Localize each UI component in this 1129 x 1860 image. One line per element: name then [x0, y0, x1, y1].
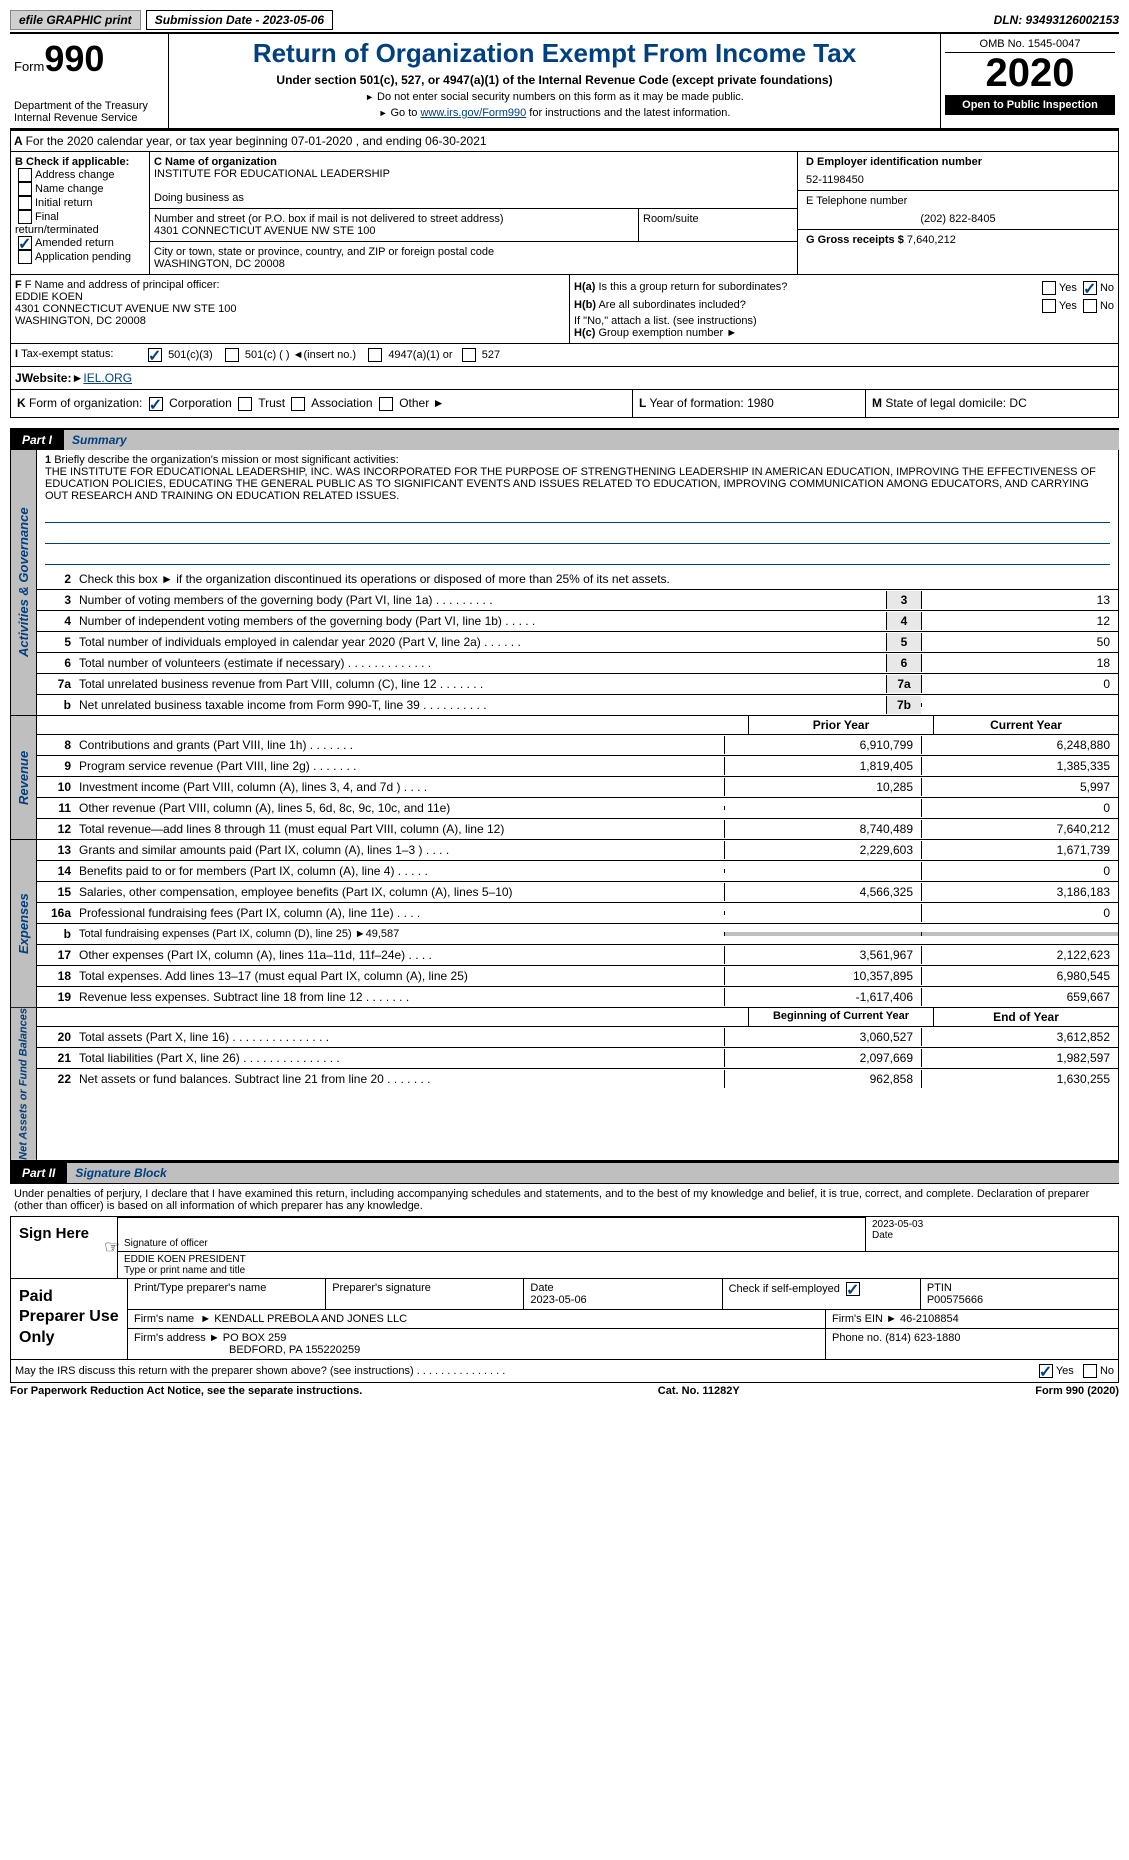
- inspection-label: Open to Public Inspection: [945, 95, 1115, 115]
- officer-city: WASHINGTON, DC 20008: [15, 315, 565, 327]
- org-name: INSTITUTE FOR EDUCATIONAL LEADERSHIP: [154, 168, 793, 180]
- part2-title: Signature Block: [67, 1163, 1119, 1183]
- header-left: Form990 Department of the Treasury Inter…: [10, 34, 169, 128]
- discuss-row: May the IRS discuss this return with the…: [10, 1360, 1119, 1383]
- section-j: J Website: ► IEL.ORG: [10, 367, 1119, 390]
- side-label-activities: Activities & Governance: [11, 450, 37, 715]
- k-other[interactable]: [379, 397, 393, 411]
- discuss-no[interactable]: [1083, 1364, 1097, 1378]
- section-b-c-d: B Check if applicable: Address change Na…: [10, 152, 1119, 275]
- part1-label: Part I: [10, 430, 64, 450]
- check-final-return[interactable]: [18, 210, 32, 224]
- ein: 52-1198450: [806, 174, 1110, 186]
- part1-title: Summary: [64, 430, 1119, 450]
- activities-grid: Activities & Governance 1 Briefly descri…: [10, 450, 1119, 716]
- officer-name: EDDIE KOEN: [15, 291, 565, 303]
- k-corp[interactable]: [149, 397, 163, 411]
- tel-label: E Telephone number: [806, 195, 1110, 207]
- website-link[interactable]: IEL.ORG: [83, 371, 132, 385]
- i-501c[interactable]: [225, 348, 239, 362]
- i-527[interactable]: [462, 348, 476, 362]
- dln: DLN: 93493126002153: [994, 13, 1119, 27]
- col-c: C Name of organization INSTITUTE FOR EDU…: [150, 152, 798, 274]
- footer: For Paperwork Reduction Act Notice, see …: [10, 1383, 1119, 1397]
- i-501c3[interactable]: [148, 348, 162, 362]
- irs-link[interactable]: www.irs.gov/Form990: [420, 107, 526, 119]
- header-center: Return of Organization Exempt From Incom…: [169, 34, 940, 128]
- discuss-yes[interactable]: [1039, 1364, 1053, 1378]
- footer-left: For Paperwork Reduction Act Notice, see …: [10, 1385, 362, 1397]
- i-4947[interactable]: [368, 348, 382, 362]
- ha-no[interactable]: [1083, 281, 1097, 295]
- part2-header: Part II Signature Block: [10, 1161, 1119, 1183]
- netassets-grid: Net Assets or Fund Balances Beginning of…: [10, 1008, 1119, 1161]
- check-initial-return[interactable]: [18, 196, 32, 210]
- col-b-header: B Check if applicable:: [15, 156, 145, 168]
- section-k-l-m: K Form of organization: Corporation Trus…: [10, 390, 1119, 418]
- part2-label: Part II: [10, 1163, 67, 1183]
- hb-yes[interactable]: [1042, 299, 1056, 313]
- telephone: (202) 822-8405: [806, 213, 1110, 225]
- dept: Department of the Treasury: [14, 100, 164, 112]
- efile-button[interactable]: efile GRAPHIC print: [10, 10, 141, 30]
- form-title: Return of Organization Exempt From Incom…: [173, 38, 936, 69]
- addr-label: Number and street (or P.O. box if mail i…: [154, 213, 634, 225]
- preparer-block: Paid Preparer Use Only Print/Type prepar…: [10, 1279, 1119, 1360]
- org-address: 4301 CONNECTICUT AVENUE NW STE 100: [154, 225, 634, 237]
- form-number: 990: [44, 38, 104, 79]
- header: Form990 Department of the Treasury Inter…: [10, 32, 1119, 130]
- top-bar: efile GRAPHIC print Submission Date - 20…: [10, 10, 1119, 30]
- self-employed-check[interactable]: [846, 1282, 860, 1296]
- col-f: F F Name and address of principal office…: [11, 275, 570, 343]
- col-k: K Form of organization: Corporation Trus…: [11, 390, 633, 417]
- ein-label: D Employer identification number: [806, 156, 1110, 168]
- side-label-netassets: Net Assets or Fund Balances: [11, 1008, 37, 1160]
- preparer-label: Paid Preparer Use Only: [11, 1279, 127, 1359]
- submission-date: Submission Date - 2023-05-06: [146, 10, 333, 30]
- section-f-h: F F Name and address of principal office…: [10, 275, 1119, 344]
- form-label: Form: [14, 59, 44, 74]
- suite-label: Room/suite: [638, 209, 797, 241]
- h-note: If "No," attach a list. (see instruction…: [574, 315, 1114, 327]
- k-trust[interactable]: [238, 397, 252, 411]
- footer-right: Form 990 (2020): [1035, 1385, 1119, 1397]
- check-address-change[interactable]: [18, 168, 32, 182]
- gross-label: G Gross receipts $: [806, 234, 904, 246]
- dba-label: Doing business as: [154, 192, 793, 204]
- note-1: Do not enter social security numbers on …: [173, 91, 936, 103]
- signature-text: Under penalties of perjury, I declare th…: [10, 1183, 1119, 1216]
- note-2: Go to www.irs.gov/Form990 for instructio…: [173, 107, 936, 119]
- gross-receipts: 7,640,212: [907, 234, 956, 246]
- section-a: A For the 2020 calendar year, or tax yea…: [10, 130, 1119, 152]
- form-990: efile GRAPHIC print Submission Date - 20…: [10, 10, 1119, 1397]
- col-h: H(a) Is this a group return for subordin…: [570, 275, 1118, 343]
- side-label-revenue: Revenue: [11, 716, 37, 839]
- tax-year: 2020: [945, 53, 1115, 93]
- org-city: WASHINGTON, DC 20008: [154, 258, 793, 270]
- mission-text: THE INSTITUTE FOR EDUCATIONAL LEADERSHIP…: [45, 466, 1096, 502]
- check-name-change[interactable]: [18, 182, 32, 196]
- officer-address: 4301 CONNECTICUT AVENUE NW STE 100: [15, 303, 565, 315]
- col-c-name-label: C Name of organization: [154, 156, 793, 168]
- part1-header: Part I Summary: [10, 428, 1119, 450]
- col-b: B Check if applicable: Address change Na…: [11, 152, 150, 274]
- check-amended-return[interactable]: [18, 236, 32, 250]
- expenses-grid: Expenses 13Grants and similar amounts pa…: [10, 840, 1119, 1008]
- sign-here-label: Sign Here: [11, 1217, 107, 1278]
- form-subtitle: Under section 501(c), 527, or 4947(a)(1)…: [173, 73, 936, 87]
- city-label: City or town, state or province, country…: [154, 246, 793, 258]
- footer-center: Cat. No. 11282Y: [658, 1385, 740, 1397]
- ha-yes[interactable]: [1042, 281, 1056, 295]
- col-d: D Employer identification number 52-1198…: [798, 152, 1118, 274]
- side-label-expenses: Expenses: [11, 840, 37, 1007]
- revenue-grid: Revenue Prior YearCurrent Year 8Contribu…: [10, 716, 1119, 840]
- header-right: OMB No. 1545-0047 2020 Open to Public In…: [940, 34, 1119, 128]
- irs: Internal Revenue Service: [14, 112, 164, 124]
- k-assoc[interactable]: [291, 397, 305, 411]
- hb-no[interactable]: [1083, 299, 1097, 313]
- section-i: I Tax-exempt status: 501(c)(3) 501(c) ( …: [10, 344, 1119, 367]
- sign-block: Sign Here ☞ Signature of officer2023-05-…: [10, 1216, 1119, 1279]
